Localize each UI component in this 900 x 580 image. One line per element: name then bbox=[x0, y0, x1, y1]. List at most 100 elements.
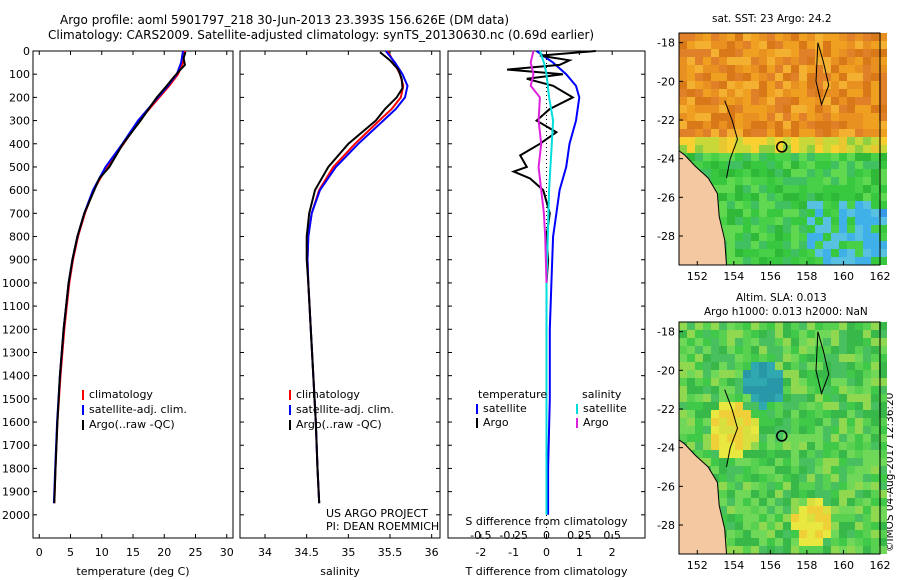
map-cell bbox=[727, 522, 735, 530]
map-cell bbox=[871, 410, 879, 418]
map-cell bbox=[847, 97, 855, 105]
map-cell bbox=[695, 105, 703, 113]
map-cell bbox=[839, 402, 847, 410]
map-cell bbox=[799, 322, 807, 330]
map-cell bbox=[727, 137, 735, 145]
map-cell bbox=[743, 121, 751, 129]
map-cell bbox=[783, 362, 791, 370]
map-cell bbox=[735, 498, 743, 506]
x-tick-label: 160 bbox=[833, 270, 854, 283]
y-tick-label: 700 bbox=[9, 207, 30, 220]
map-cell bbox=[871, 105, 879, 113]
map-cell bbox=[847, 410, 855, 418]
map-cell bbox=[791, 338, 799, 346]
map-cell bbox=[759, 73, 767, 81]
map-cell bbox=[719, 201, 727, 209]
map-cell bbox=[831, 209, 839, 217]
map-cell bbox=[791, 498, 799, 506]
map-cell bbox=[751, 249, 759, 257]
map-cell bbox=[783, 546, 791, 554]
map-cell bbox=[743, 434, 751, 442]
map-cell bbox=[831, 506, 839, 514]
map-cell bbox=[791, 121, 799, 129]
map-cell bbox=[847, 49, 855, 57]
map-cell bbox=[807, 378, 815, 386]
map-cell bbox=[799, 97, 807, 105]
map-cell bbox=[743, 89, 751, 97]
map-cell bbox=[879, 73, 887, 81]
map-cell bbox=[759, 426, 767, 434]
map-cell bbox=[863, 522, 871, 530]
map-cell bbox=[727, 225, 735, 233]
map-cell bbox=[759, 434, 767, 442]
map-cell bbox=[839, 33, 847, 41]
map-cell bbox=[831, 426, 839, 434]
map-cell bbox=[799, 490, 807, 498]
y-tick-label: -18 bbox=[657, 326, 675, 339]
map-cell bbox=[759, 546, 767, 554]
x-tick-label: 156 bbox=[760, 559, 781, 572]
map-cell bbox=[815, 193, 823, 201]
map-cell bbox=[767, 161, 775, 169]
map-cell bbox=[815, 418, 823, 426]
map-cell bbox=[751, 546, 759, 554]
map-cell bbox=[823, 434, 831, 442]
map-cell bbox=[855, 233, 863, 241]
map-cell bbox=[743, 241, 751, 249]
s-tick-label: -0.25 bbox=[499, 529, 527, 542]
map-cell bbox=[759, 105, 767, 113]
map-cell bbox=[719, 57, 727, 65]
legend-label: climatology bbox=[89, 388, 153, 401]
map-cell bbox=[831, 105, 839, 113]
map-cell bbox=[767, 177, 775, 185]
map-cell bbox=[871, 233, 879, 241]
map-cell bbox=[847, 546, 855, 554]
map-cell bbox=[815, 506, 823, 514]
map-cell bbox=[743, 370, 751, 378]
map-cell bbox=[695, 322, 703, 330]
map-cell bbox=[847, 129, 855, 137]
map-cell bbox=[831, 137, 839, 145]
map-cell bbox=[847, 241, 855, 249]
map-cell bbox=[791, 209, 799, 217]
map-cell bbox=[879, 466, 887, 474]
map-cell bbox=[871, 402, 879, 410]
map-cell bbox=[687, 410, 695, 418]
map-cell bbox=[719, 362, 727, 370]
map-cell bbox=[799, 410, 807, 418]
map-cell bbox=[735, 466, 743, 474]
map-cell bbox=[823, 426, 831, 434]
map-cell bbox=[855, 354, 863, 362]
map-cell bbox=[855, 137, 863, 145]
map-cell bbox=[839, 193, 847, 201]
map-cell bbox=[743, 193, 751, 201]
map-cell bbox=[823, 546, 831, 554]
map-cell bbox=[807, 105, 815, 113]
map-cell bbox=[743, 386, 751, 394]
map-cell bbox=[759, 201, 767, 209]
map-cell bbox=[767, 169, 775, 177]
map-cell bbox=[791, 482, 799, 490]
map-cell bbox=[823, 121, 831, 129]
map-cell bbox=[855, 121, 863, 129]
map-cell bbox=[775, 249, 783, 257]
x-tick-label: 154 bbox=[723, 270, 744, 283]
map-cell bbox=[711, 354, 719, 362]
map-cell bbox=[791, 169, 799, 177]
map-cell bbox=[823, 538, 831, 546]
x-tick-label: 162 bbox=[870, 270, 891, 283]
map-cell bbox=[783, 522, 791, 530]
map-cell bbox=[767, 121, 775, 129]
map-cell bbox=[879, 442, 887, 450]
map-cell bbox=[799, 362, 807, 370]
map-cell bbox=[687, 338, 695, 346]
map-cell bbox=[759, 41, 767, 49]
map-cell bbox=[775, 466, 783, 474]
map-cell bbox=[807, 442, 815, 450]
map-cell bbox=[831, 538, 839, 546]
map-cell bbox=[855, 426, 863, 434]
map-cell bbox=[839, 386, 847, 394]
map-cell bbox=[759, 362, 767, 370]
map-cell bbox=[879, 522, 887, 530]
map-cell bbox=[743, 346, 751, 354]
